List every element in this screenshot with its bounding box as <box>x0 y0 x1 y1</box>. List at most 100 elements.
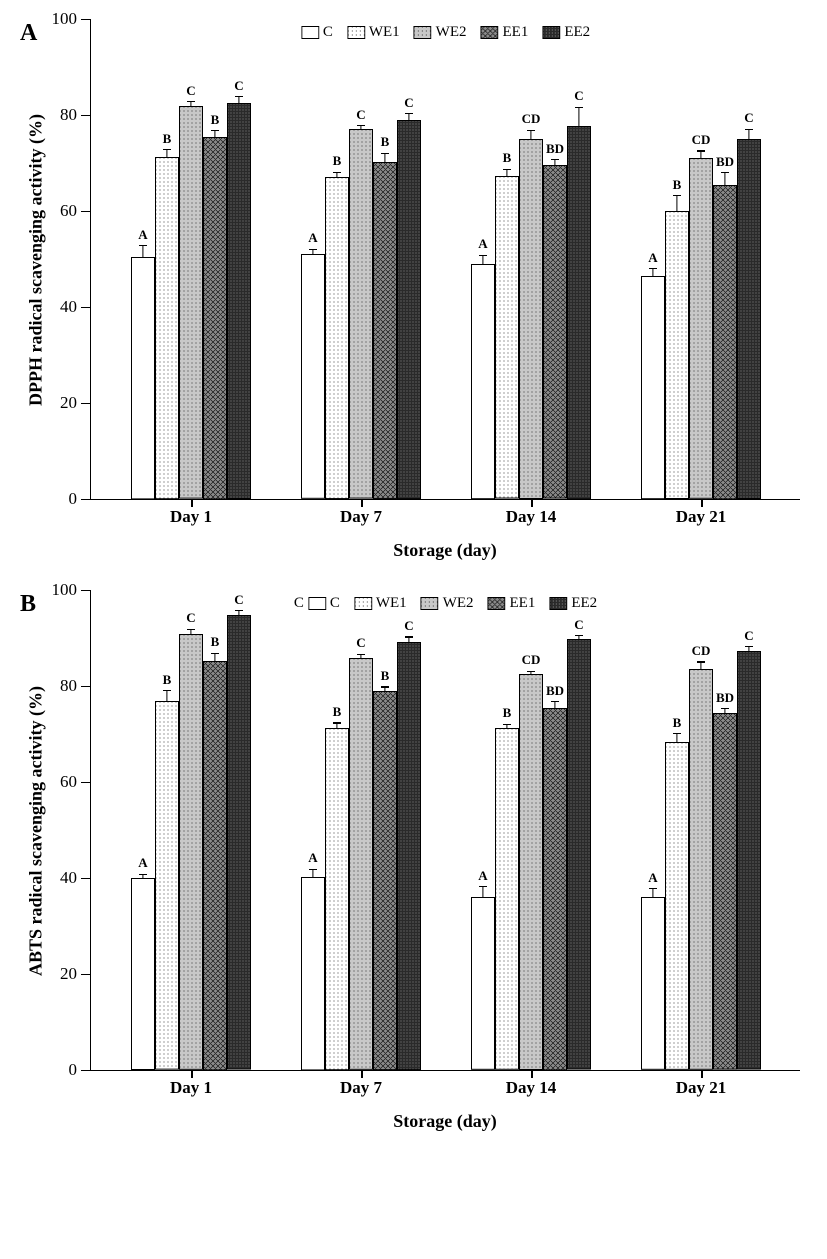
bar-c: A <box>641 897 665 1070</box>
y-tick-label: 0 <box>69 489 92 509</box>
bar-rect <box>641 897 665 1070</box>
bar-ee1: BD <box>713 713 737 1070</box>
error-cap <box>139 874 147 875</box>
error-bar <box>676 196 677 211</box>
significance-label: B <box>503 150 512 166</box>
significance-label: A <box>138 227 147 243</box>
legend-item-we2: WE2 <box>421 595 474 612</box>
error-cap <box>697 150 705 151</box>
bar-we2: CD <box>519 139 543 499</box>
error-cap <box>575 635 583 636</box>
error-bar <box>482 887 483 898</box>
significance-label: BD <box>546 683 564 699</box>
y-tick-label: 40 <box>60 297 91 317</box>
bar-ee2: C <box>737 139 761 499</box>
significance-label: C <box>186 610 195 626</box>
significance-label: A <box>308 230 317 246</box>
legend-item-ee1: EE1 <box>488 595 536 612</box>
bar-rect <box>713 185 737 499</box>
error-cap <box>479 255 487 256</box>
bar-rect <box>397 642 421 1070</box>
bar-ee2: C <box>567 639 591 1070</box>
bar-we2: CD <box>689 669 713 1070</box>
bar-rect <box>155 157 179 499</box>
x-category-label: Day 1 <box>170 1078 212 1098</box>
error-cap <box>187 629 195 630</box>
error-cap <box>721 172 729 173</box>
error-bar <box>336 723 337 728</box>
bar-group: ABCDBDCDay 21 <box>641 651 761 1070</box>
legend-label: WE2 <box>443 595 474 612</box>
legend-item-ee2: EE2 <box>542 24 590 41</box>
error-bar <box>554 702 555 708</box>
error-cap <box>479 886 487 887</box>
bar-we2: C <box>179 106 203 499</box>
x-tick <box>361 1070 363 1078</box>
bar-c: A <box>301 877 325 1070</box>
error-cap <box>745 646 753 647</box>
error-cap <box>649 888 657 889</box>
legend-item-we1: WE1 <box>354 595 407 612</box>
error-bar <box>214 131 215 137</box>
significance-label: CD <box>522 111 541 127</box>
y-axis-title-b: ABTS radical scavenging activity (%) <box>26 686 47 976</box>
legend-swatch-c <box>301 26 319 39</box>
bar-rect <box>543 165 567 499</box>
bar-c: A <box>641 276 665 499</box>
bar-rect <box>301 254 325 499</box>
error-bar <box>190 629 191 634</box>
bar-ee2: C <box>397 120 421 499</box>
error-bar <box>408 637 409 642</box>
bar-rect <box>471 264 495 499</box>
x-axis-title-a: Storage (day) <box>90 540 800 561</box>
y-tick-label: 100 <box>52 580 92 600</box>
bar-rect <box>325 728 349 1070</box>
error-cap <box>357 125 365 126</box>
bar-rect <box>737 651 761 1070</box>
error-bar <box>724 173 725 185</box>
error-cap <box>673 733 681 734</box>
bar-we1: B <box>325 728 349 1070</box>
bar-rect <box>495 176 519 499</box>
bar-we1: B <box>665 211 689 499</box>
error-bar <box>312 869 313 876</box>
error-cap <box>235 96 243 97</box>
significance-label: CD <box>522 652 541 668</box>
significance-label: B <box>381 134 390 150</box>
bar-rect <box>203 137 227 499</box>
error-cap <box>697 661 705 662</box>
bar-rect <box>349 658 373 1070</box>
x-category-label: Day 21 <box>676 507 727 527</box>
bar-rect <box>665 211 689 499</box>
legend-item-c: C <box>308 595 340 612</box>
significance-label: C <box>234 592 243 608</box>
x-tick <box>531 499 533 507</box>
bar-ee2: C <box>397 642 421 1070</box>
panel-b: B ABTS radical scavenging activity (%) C… <box>20 591 807 1132</box>
significance-label: A <box>308 850 317 866</box>
significance-label: C <box>356 635 365 651</box>
bar-rect <box>665 742 689 1070</box>
error-cap <box>503 724 511 725</box>
significance-label: C <box>404 618 413 634</box>
x-category-label: Day 7 <box>340 1078 382 1098</box>
legend-swatch-c <box>308 597 326 610</box>
error-cap <box>381 153 389 154</box>
stray-legend-c: C <box>294 595 304 612</box>
bar-we1: B <box>155 157 179 499</box>
significance-label: A <box>648 870 657 886</box>
significance-label: B <box>503 705 512 721</box>
bar-rect <box>471 897 495 1070</box>
bar-rect <box>373 691 397 1070</box>
error-bar <box>676 734 677 743</box>
significance-label: B <box>163 131 172 147</box>
legend-b: C CWE1WE2EE1EE2 <box>294 595 597 612</box>
bar-rect <box>519 674 543 1070</box>
error-bar <box>312 249 313 254</box>
error-bar <box>724 709 725 714</box>
bar-ee1: B <box>373 691 397 1070</box>
significance-label: CD <box>692 132 711 148</box>
bar-rect <box>495 728 519 1070</box>
panel-label-a: A <box>20 20 37 47</box>
bar-rect <box>131 257 155 499</box>
